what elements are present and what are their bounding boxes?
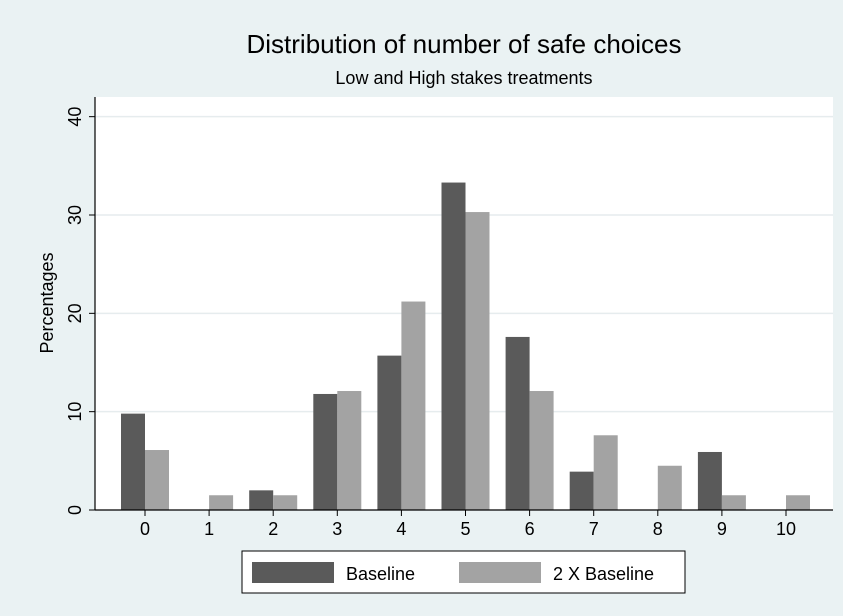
legend-swatch-baseline [252, 562, 334, 583]
x-axis-ticks: 0 1 2 3 4 5 6 7 8 9 10 [140, 510, 796, 539]
y-tick-label: 10 [65, 402, 85, 422]
bar-2x-baseline [145, 450, 169, 510]
y-tick-label: 0 [65, 505, 85, 515]
bar-2x-baseline [786, 495, 810, 510]
bar-2x-baseline [401, 301, 426, 510]
x-tick-label: 9 [717, 519, 727, 539]
bar-baseline [569, 471, 594, 510]
x-tick-label: 6 [525, 519, 535, 539]
legend-label-baseline: Baseline [346, 564, 415, 584]
bar-2x-baseline [529, 391, 554, 510]
y-tick-label: 40 [65, 107, 85, 127]
x-tick-label: 5 [460, 519, 470, 539]
bar-baseline [505, 336, 530, 510]
legend-label-2x-baseline: 2 X Baseline [553, 564, 654, 584]
bar-baseline [441, 182, 466, 511]
x-tick-label: 2 [268, 519, 278, 539]
bar-2x-baseline [337, 391, 362, 510]
bar-baseline [121, 413, 145, 510]
bar-2x-baseline [593, 435, 618, 510]
bar-2x-baseline [721, 495, 746, 510]
legend-swatch-2x-baseline [459, 562, 541, 583]
x-tick-label: 0 [140, 519, 150, 539]
bar-2x-baseline [273, 495, 298, 510]
chart-title: Distribution of number of safe choices [247, 29, 682, 59]
legend: Baseline 2 X Baseline [241, 550, 686, 594]
y-tick-label: 30 [65, 205, 85, 225]
y-tick-label: 20 [65, 303, 85, 323]
bar-baseline [697, 451, 722, 510]
x-tick-label: 8 [653, 519, 663, 539]
bar-2x-baseline [465, 212, 490, 511]
bar-2x-baseline [657, 465, 682, 510]
bar-baseline [249, 490, 274, 510]
bar-baseline [377, 355, 402, 510]
x-tick-label: 10 [776, 519, 796, 539]
chart-subtitle: Low and High stakes treatments [335, 68, 592, 88]
bars [121, 182, 810, 511]
x-tick-label: 4 [396, 519, 406, 539]
x-tick-label: 3 [332, 519, 342, 539]
y-axis-title: Percentages [37, 252, 57, 353]
y-axis-ticks: 0 10 20 30 40 [65, 107, 95, 515]
x-tick-label: 1 [204, 519, 214, 539]
bar-2x-baseline [209, 495, 234, 510]
x-tick-label: 7 [589, 519, 599, 539]
bar-baseline [313, 393, 338, 510]
